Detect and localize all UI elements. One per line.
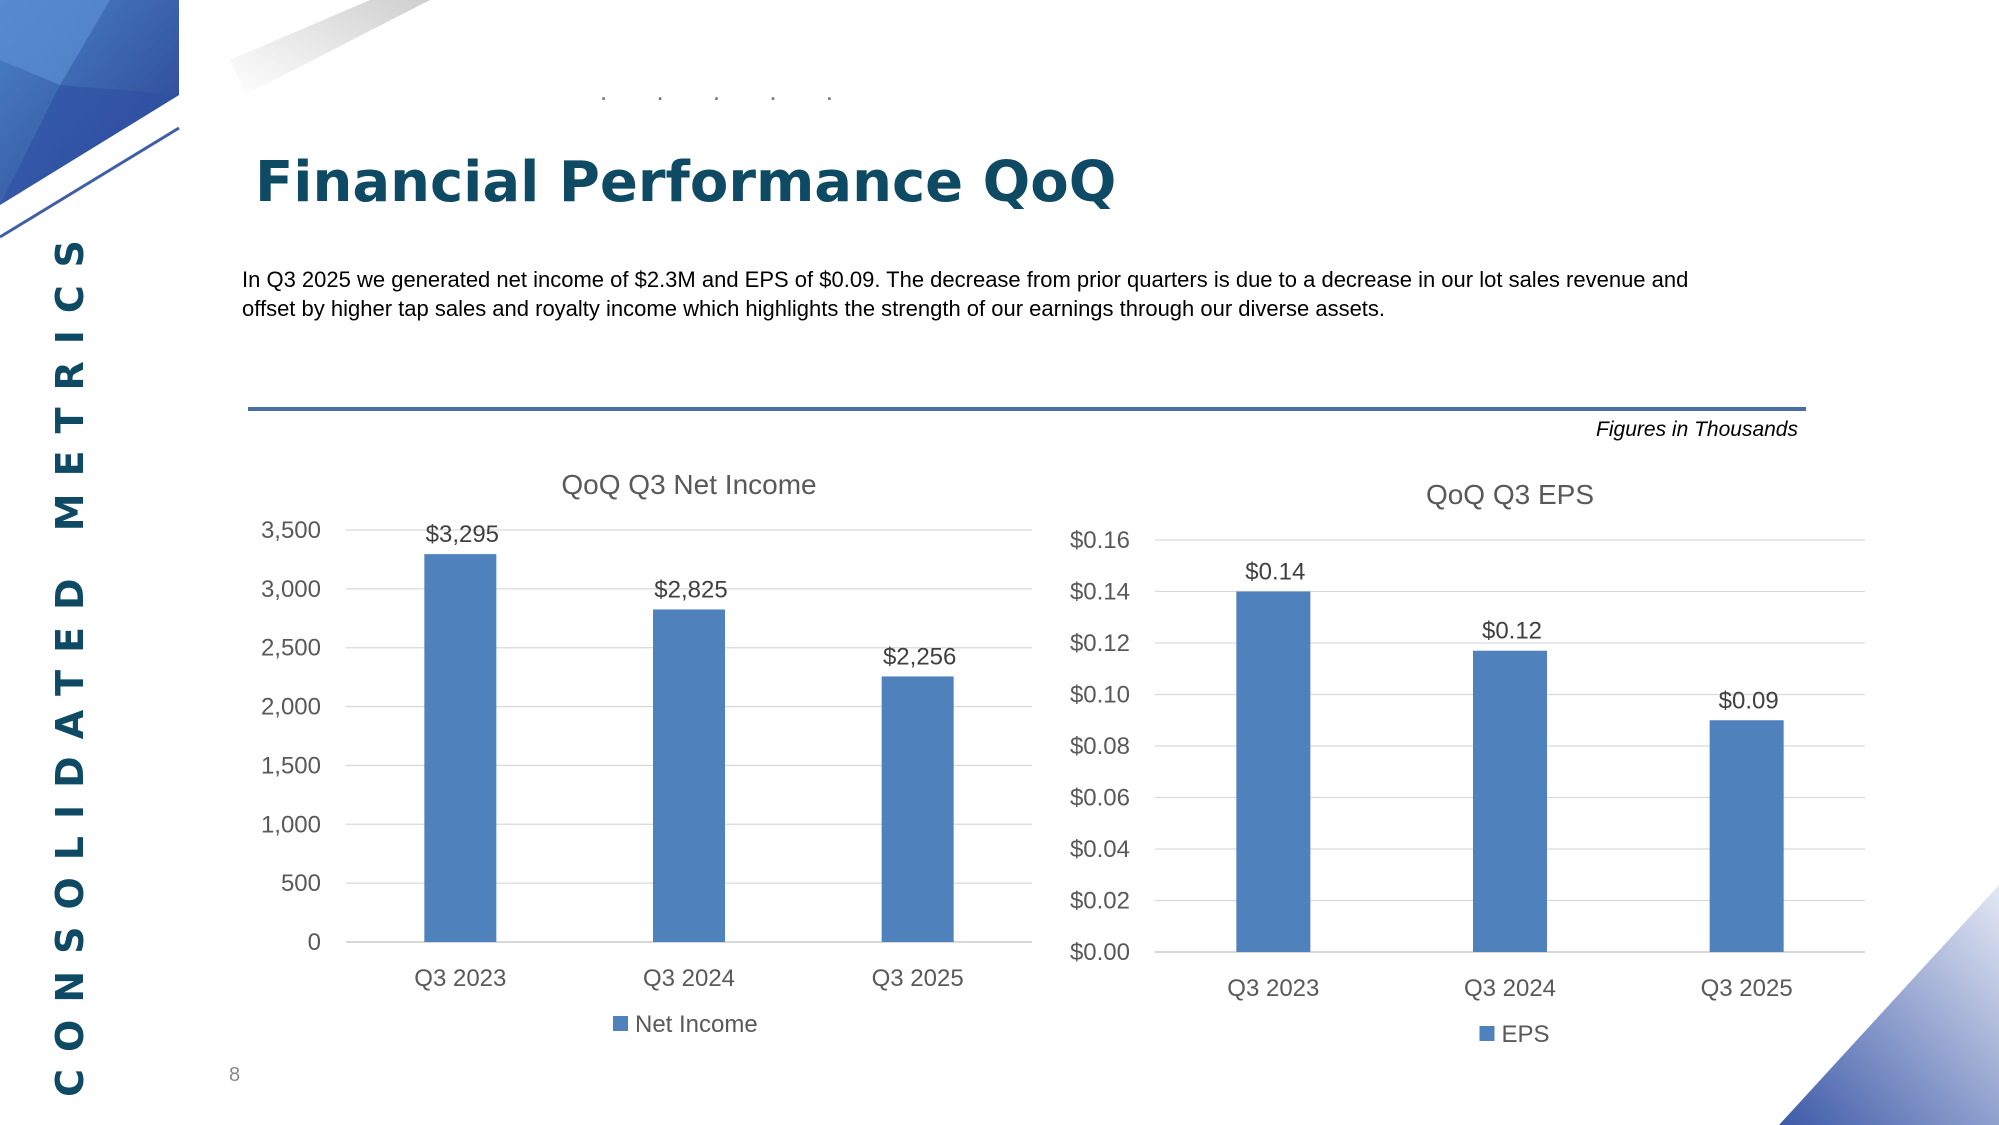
y-tick-label: $0.04	[1070, 836, 1130, 863]
x-tick-label: Q3 2025	[872, 965, 964, 992]
y-tick-label: $0.06	[1070, 785, 1130, 812]
bar-q3-2025	[881, 676, 954, 942]
y-tick-label: $0.16	[1070, 527, 1130, 554]
y-tick-label: 3,500	[261, 517, 321, 544]
data-label: $0.09	[1719, 687, 1779, 714]
summary-text: In Q3 2025 we generated net income of $2…	[242, 267, 1689, 321]
data-label: $3,295	[426, 521, 499, 548]
y-tick-label: 3,000	[261, 576, 321, 603]
data-label: $2,256	[883, 643, 956, 670]
y-tick-label: 2,500	[261, 635, 321, 662]
data-label: $0.12	[1482, 618, 1542, 645]
y-tick-label: 1,000	[261, 811, 321, 838]
y-tick-label: $0.08	[1070, 733, 1130, 760]
y-tick-label: $0.00	[1070, 939, 1130, 966]
x-tick-label: Q3 2023	[1227, 975, 1319, 1002]
bar-q3-2023	[424, 554, 497, 942]
decorative-dots: . . . . .	[600, 76, 855, 106]
bar-q3-2025	[1709, 720, 1784, 952]
divider-line	[248, 407, 1806, 411]
data-label: $2,825	[654, 576, 727, 603]
corner-decoration-bottom-right	[1779, 885, 1999, 1125]
y-tick-label: $0.14	[1070, 579, 1130, 606]
legend-label: EPS	[1502, 1021, 1550, 1048]
x-tick-label: Q3 2023	[414, 965, 506, 992]
y-tick-label: $0.10	[1070, 682, 1130, 709]
y-tick-label: 1,500	[261, 752, 321, 779]
page-number: 8	[229, 1064, 241, 1086]
eps-chart: QoQ Q3 EPS $0.00 $0.02 $0.04 $0.06 $0.08 $0.10…	[1070, 479, 1865, 1048]
bar-q3-2024	[653, 609, 725, 942]
figures-note: Figures in Thousands	[1596, 418, 1798, 441]
y-tick-label: $0.02	[1070, 888, 1130, 915]
x-tick-label: Q3 2024	[643, 965, 735, 992]
chart-title: QoQ Q3 EPS	[1426, 479, 1594, 510]
legend-swatch	[613, 1016, 628, 1031]
page-title: Financial Performance QoQ	[255, 150, 1117, 215]
bar-q3-2023	[1236, 591, 1311, 952]
legend-label: Net Income	[635, 1011, 758, 1038]
x-tick-label: Q3 2024	[1464, 975, 1556, 1002]
y-tick-label: 0	[308, 929, 321, 956]
legend-swatch	[1479, 1026, 1495, 1041]
data-label: $0.14	[1245, 559, 1305, 586]
y-tick-label: 500	[281, 870, 321, 897]
corner-decoration-top-left	[0, 0, 430, 239]
bar-q3-2024	[1473, 650, 1547, 952]
chart-title: QoQ Q3 Net Income	[561, 469, 816, 500]
y-tick-label: $0.12	[1070, 630, 1130, 657]
y-tick-label: 2,000	[261, 694, 321, 721]
net-income-chart: QoQ Q3 Net Income 0 500 1,000 1,500 2,000 2,50…	[261, 469, 1032, 1038]
x-tick-label: Q3 2025	[1701, 975, 1793, 1002]
side-label-consolidated-metrics: CONSOLIDATED METRICS	[48, 223, 92, 1097]
